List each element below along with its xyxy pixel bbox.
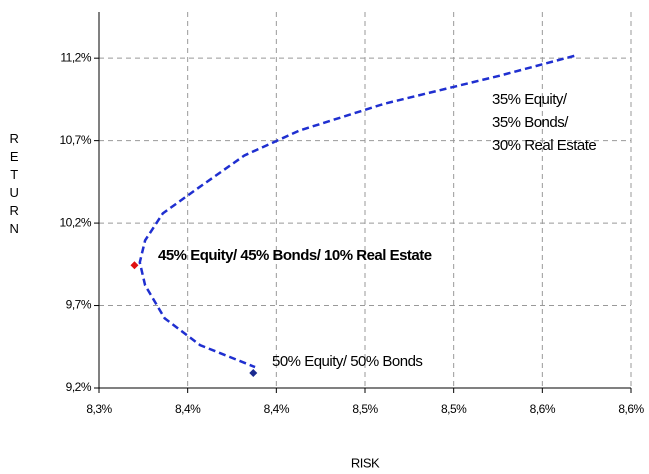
x-tick-label: 8,5% bbox=[352, 402, 378, 416]
frontier-line bbox=[138, 54, 575, 369]
x-tick-label: 8,5% bbox=[441, 402, 467, 416]
y-tick-label: 11,2% bbox=[60, 50, 91, 64]
y-tick-label: 10,2% bbox=[59, 215, 91, 229]
x-tick-label: 8,4% bbox=[175, 402, 201, 416]
x-axis-label: RISK bbox=[351, 455, 380, 470]
annotation: 50% Equity/ 50% Bonds bbox=[272, 353, 422, 370]
annotation: 35% Bonds/ bbox=[492, 114, 569, 131]
annotation: 45% Equity/ 45% Bonds/ 10% Real Estate bbox=[158, 247, 432, 264]
marker bbox=[130, 261, 139, 270]
x-tick-label: 8,6% bbox=[530, 402, 556, 416]
x-tick-label: 8,4% bbox=[264, 402, 290, 416]
y-tick-label: 9,2% bbox=[66, 380, 92, 394]
annotation: 30% Real Estate bbox=[492, 137, 596, 154]
x-tick-label: 8,3% bbox=[86, 402, 112, 416]
annotation: 35% Equity/ bbox=[492, 91, 568, 108]
marker bbox=[249, 368, 258, 377]
x-tick-label: 8,6% bbox=[618, 402, 644, 416]
y-tick-label: 10,7% bbox=[59, 133, 91, 147]
y-tick-label: 9,7% bbox=[66, 298, 92, 312]
